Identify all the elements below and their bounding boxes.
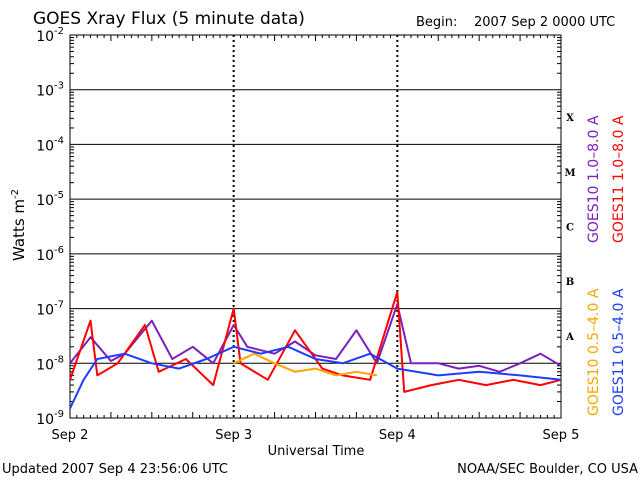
flare-class-labels: A B C M X [564, 113, 575, 343]
legend: GOES10 1.0–8.0 A GOES11 1.0–8.0 A GOES10… [586, 115, 627, 416]
x-tick-label: Sep 3 [215, 428, 252, 443]
legend-goes11-long: GOES11 1.0–8.0 A [611, 115, 627, 243]
y-tick-label: 10-2 [36, 26, 64, 45]
y-tick-label: 10-4 [36, 135, 64, 154]
y-tick-label: 10-6 [36, 245, 64, 264]
x-tick-label: Sep 4 [379, 428, 416, 443]
y-tick-label: 10-9 [36, 409, 64, 428]
x-tick-label: Sep 2 [52, 428, 89, 443]
updated-timestamp: Updated 2007 Sep 4 23:56:06 UTC [2, 462, 228, 477]
chart-title: GOES Xray Flux (5 minute data) [33, 9, 305, 29]
y-tick-label: 10-3 [36, 81, 64, 100]
y-tick-label: 10-8 [36, 354, 64, 373]
y-axis-label: Watts m-2 [10, 189, 28, 261]
begin-value: 2007 Sep 2 0000 UTC [474, 15, 615, 30]
x-axis: Sep 2 Sep 3 Sep 4 Sep 5 [52, 35, 580, 443]
flare-class-m: M [564, 168, 575, 179]
flare-class-c: C [566, 223, 574, 234]
series-line-2 [233, 352, 378, 377]
series-line-1 [69, 291, 562, 393]
flare-class-a: A [565, 332, 574, 343]
y-tick-label: 10-7 [36, 300, 64, 319]
legend-goes10-long: GOES10 1.0–8.0 A [586, 115, 602, 243]
y-tick-label: 10-5 [36, 190, 64, 209]
x-tick-label: Sep 5 [543, 428, 580, 443]
flare-class-b: B [566, 277, 574, 288]
flare-class-x: X [566, 113, 574, 124]
series-line-0 [69, 303, 562, 373]
legend-goes11-short: GOES11 0.5–4.0 A [611, 288, 627, 416]
series-line-3 [69, 345, 562, 409]
series-lines [69, 291, 562, 409]
begin-label: Begin: [416, 15, 457, 30]
credit: NOAA/SEC Boulder, CO USA [457, 462, 638, 477]
legend-goes10-short: GOES10 0.5–4.0 A [586, 288, 602, 416]
x-axis-label: Universal Time [268, 444, 365, 459]
